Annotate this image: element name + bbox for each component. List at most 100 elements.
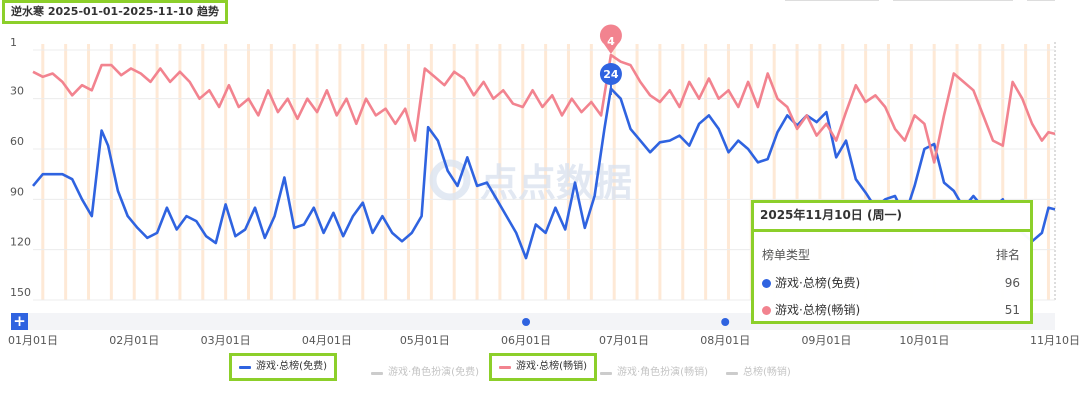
tooltip-row-label: 游戏·总榜(免费): [775, 276, 861, 290]
x-tick-label: 01月01日: [8, 334, 58, 347]
legend-item-overall-paid[interactable]: 总榜(畅销): [726, 366, 791, 380]
tooltip-header-row: 榜单类型 排名: [762, 246, 1020, 263]
series-line: [32, 87, 1056, 260]
y-tick-label: 90: [10, 185, 24, 198]
x-tick-label: 10月01日: [899, 334, 949, 347]
weekend-stripe: [247, 44, 251, 300]
weekend-stripe: [841, 44, 845, 300]
legend-label: 游戏·角色扮演(畅销): [617, 367, 708, 378]
weekend-stripe: [269, 44, 273, 300]
weekend-stripe: [109, 44, 113, 300]
x-tick-label: 11月10日: [1030, 334, 1080, 347]
weekend-stripe: [544, 44, 548, 300]
legend-label: 总榜(畅销): [743, 367, 791, 378]
chart-title: 逆水寒 2025-01-01-2025-11-10 趋势: [2, 0, 228, 24]
x-tick-label: 08月01日: [700, 334, 750, 347]
legend-swatch: [499, 365, 511, 369]
weekend-stripe: [681, 44, 685, 300]
weekend-stripe: [201, 44, 205, 300]
legend-item-paid-rpg[interactable]: 游戏·角色扮演(畅销): [600, 366, 708, 380]
weekend-stripe: [635, 44, 639, 300]
weekend-stripe: [64, 44, 68, 300]
legend-label: 游戏·角色扮演(免费): [388, 367, 479, 378]
weekend-stripe: [498, 44, 502, 300]
tooltip-row-value: 51: [1004, 302, 1020, 317]
legend-swatch: [239, 365, 251, 369]
y-tick-label: 1: [10, 36, 17, 49]
watermark-logo-icon: [429, 159, 471, 201]
legend-swatch: [600, 371, 612, 375]
weekend-stripe: [361, 44, 365, 300]
add-event-button[interactable]: +: [11, 313, 28, 330]
tooltip-header-type: 榜单类型: [762, 248, 811, 262]
weekend-stripe: [726, 44, 730, 300]
legend-label: 游戏·总榜(免费): [256, 361, 327, 372]
weekend-stripe: [452, 44, 456, 300]
weekend-stripe: [932, 44, 936, 300]
toolbar-button[interactable]: [893, 0, 1013, 1]
weekend-stripe: [155, 44, 159, 300]
tooltip-row-free: 游戏·总榜(免费) 96: [762, 274, 1020, 291]
weekend-stripe: [132, 44, 136, 300]
event-dot: [522, 318, 531, 326]
x-tick-label: 03月01日: [201, 334, 251, 347]
y-tick-label: 30: [10, 85, 24, 98]
weekend-stripe: [224, 44, 228, 300]
weekend-stripe: [886, 44, 890, 300]
y-tick-label: 60: [10, 135, 24, 148]
weekend-stripe: [658, 44, 662, 300]
y-tick-label: 150: [10, 286, 31, 299]
series-dot-icon: [762, 279, 771, 288]
tooltip-row-paid: 游戏·总榜(畅销) 51: [762, 301, 1020, 318]
weekend-stripe: [704, 44, 708, 300]
x-tick-label: 04月01日: [302, 334, 352, 347]
weekend-stripe: [87, 44, 91, 300]
toolbar-button[interactable]: [785, 0, 879, 1]
legend-label: 游戏·总榜(畅销): [516, 361, 587, 372]
weekend-stripe: [41, 44, 45, 300]
rank-marker-label: 24: [603, 68, 619, 81]
series-line: [32, 53, 1056, 164]
legend-swatch: [371, 371, 383, 375]
weekend-stripe: [315, 44, 319, 300]
weekend-stripe: [338, 44, 342, 300]
weekend-stripe: [566, 44, 570, 300]
x-tick-label: 09月01日: [801, 334, 851, 347]
y-tick-label: 120: [10, 236, 31, 249]
weekend-stripe: [589, 44, 593, 300]
weekend-stripe: [384, 44, 388, 300]
x-tick-label: 06月01日: [501, 334, 551, 347]
tooltip-panel: 2025年11月10日 (周一) 榜单类型 排名 游戏·总榜(免费) 96 游戏…: [751, 200, 1033, 324]
rank-marker-pin: [599, 63, 622, 85]
legend-item-paid-total[interactable]: 游戏·总榜(畅销): [489, 353, 597, 381]
weekend-stripe: [521, 44, 525, 300]
weekend-stripe: [406, 44, 410, 300]
weekend-stripe: [612, 44, 616, 300]
weekend-stripe: [1024, 44, 1028, 300]
weekend-stripe: [909, 44, 913, 300]
tooltip-row-value: 96: [1004, 275, 1020, 290]
weekend-stripe: [178, 44, 182, 300]
weekend-stripe: [818, 44, 822, 300]
x-tick-label: 02月01日: [109, 334, 159, 347]
weekend-stripe: [1046, 44, 1050, 300]
weekend-stripe: [772, 44, 776, 300]
toolbar-button[interactable]: [1027, 0, 1055, 1]
legend-item-free-total[interactable]: 游戏·总榜(免费): [229, 353, 337, 381]
weekend-stripe: [475, 44, 479, 300]
x-tick-label: 07月01日: [599, 334, 649, 347]
series-dot-icon: [762, 306, 771, 315]
weekend-stripe: [864, 44, 868, 300]
rank-marker-pin: [599, 24, 622, 54]
weekend-stripe: [292, 44, 296, 300]
weekend-stripe: [978, 44, 982, 300]
weekend-stripe: [1001, 44, 1005, 300]
event-dot: [721, 318, 730, 326]
weekend-stripe: [749, 44, 753, 300]
x-tick-label: 05月01日: [400, 334, 450, 347]
tooltip-date: 2025年11月10日 (周一): [754, 203, 1030, 232]
watermark-text: 点点数据: [480, 161, 632, 205]
legend-item-free-rpg[interactable]: 游戏·角色扮演(免费): [371, 366, 479, 380]
tooltip-header-rank: 排名: [995, 248, 1020, 262]
